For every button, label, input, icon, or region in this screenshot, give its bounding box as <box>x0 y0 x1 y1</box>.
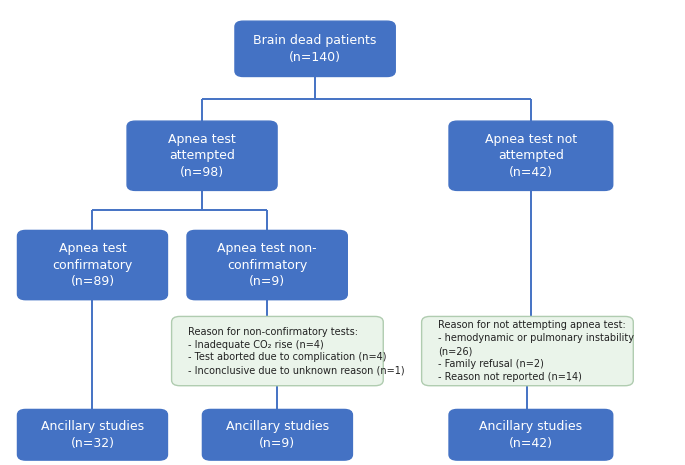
FancyBboxPatch shape <box>203 410 352 460</box>
Text: Ancillary studies
(n=32): Ancillary studies (n=32) <box>41 420 144 450</box>
Text: Ancillary studies
(n=42): Ancillary studies (n=42) <box>479 420 582 450</box>
Text: Apnea test
attempted
(n=98): Apnea test attempted (n=98) <box>169 133 236 179</box>
FancyBboxPatch shape <box>18 231 167 300</box>
Text: Apnea test
confirmatory
(n=89): Apnea test confirmatory (n=89) <box>52 242 133 288</box>
FancyBboxPatch shape <box>127 121 277 191</box>
FancyBboxPatch shape <box>235 21 395 77</box>
FancyBboxPatch shape <box>18 410 167 460</box>
Text: Reason for not attempting apnea test:
- hemodynamic or pulmonary instability
(n=: Reason for not attempting apnea test: - … <box>438 320 634 382</box>
FancyBboxPatch shape <box>171 316 384 386</box>
FancyBboxPatch shape <box>449 121 612 191</box>
Text: Apnea test not
attempted
(n=42): Apnea test not attempted (n=42) <box>485 133 577 179</box>
Text: Apnea test non-
confirmatory
(n=9): Apnea test non- confirmatory (n=9) <box>217 242 317 288</box>
Text: Brain dead patients
(n=140): Brain dead patients (n=140) <box>253 34 377 64</box>
Text: Ancillary studies
(n=9): Ancillary studies (n=9) <box>226 420 329 450</box>
FancyBboxPatch shape <box>421 316 633 386</box>
FancyBboxPatch shape <box>187 231 347 300</box>
Text: Reason for non-confirmatory tests:
- Inadequate CO₂ rise (n=4)
- Test aborted du: Reason for non-confirmatory tests: - Ina… <box>188 327 405 375</box>
FancyBboxPatch shape <box>449 410 612 460</box>
